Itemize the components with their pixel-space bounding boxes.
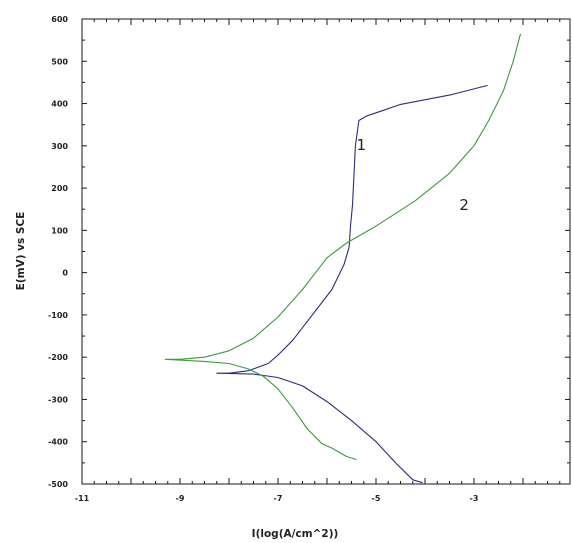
x-axis-title: I(log(A/cm^2)) [252, 528, 339, 540]
series-2-line [164, 33, 522, 461]
series-1-line [216, 84, 488, 484]
y-tick-label: -100 [48, 311, 68, 320]
y-tick-label: -300 [48, 395, 68, 404]
series-layer [164, 33, 522, 484]
x-tick-label: -5 [372, 494, 381, 503]
plot-frame [81, 18, 571, 485]
x-tick-label: -11 [75, 494, 90, 503]
y-tick-label: -200 [48, 353, 68, 362]
y-tick-label: 300 [51, 142, 68, 151]
y-tick-labels: 600 500 400 300 200 100 0 -100 -200 -300 -400 -500 [48, 15, 68, 489]
y-tick-label: 100 [51, 226, 68, 235]
y-tick-label: 0 [62, 269, 68, 278]
x-minor-ticks [81, 19, 561, 484]
curve-label-1: 1 [357, 136, 367, 154]
y-minor-ticks [82, 18, 570, 485]
curve-label-2: 2 [459, 196, 469, 214]
y-tick-label: 600 [51, 15, 68, 24]
y-axis-title: E(mV) vs SCE [15, 212, 27, 291]
curve-labels: 12 [357, 136, 469, 214]
y-tick-label: 500 [51, 57, 68, 66]
x-tick-label: -9 [176, 494, 185, 503]
x-tick-label: -3 [470, 494, 479, 503]
y-tick-label: 200 [51, 184, 68, 193]
y-tick-label: -400 [48, 438, 68, 447]
x-tick-labels: -11 -9 -7 -5 -3 [75, 494, 479, 503]
x-tick-label: -7 [274, 494, 283, 503]
y-tick-label: 400 [51, 100, 68, 109]
y-tick-label: -500 [48, 480, 68, 489]
